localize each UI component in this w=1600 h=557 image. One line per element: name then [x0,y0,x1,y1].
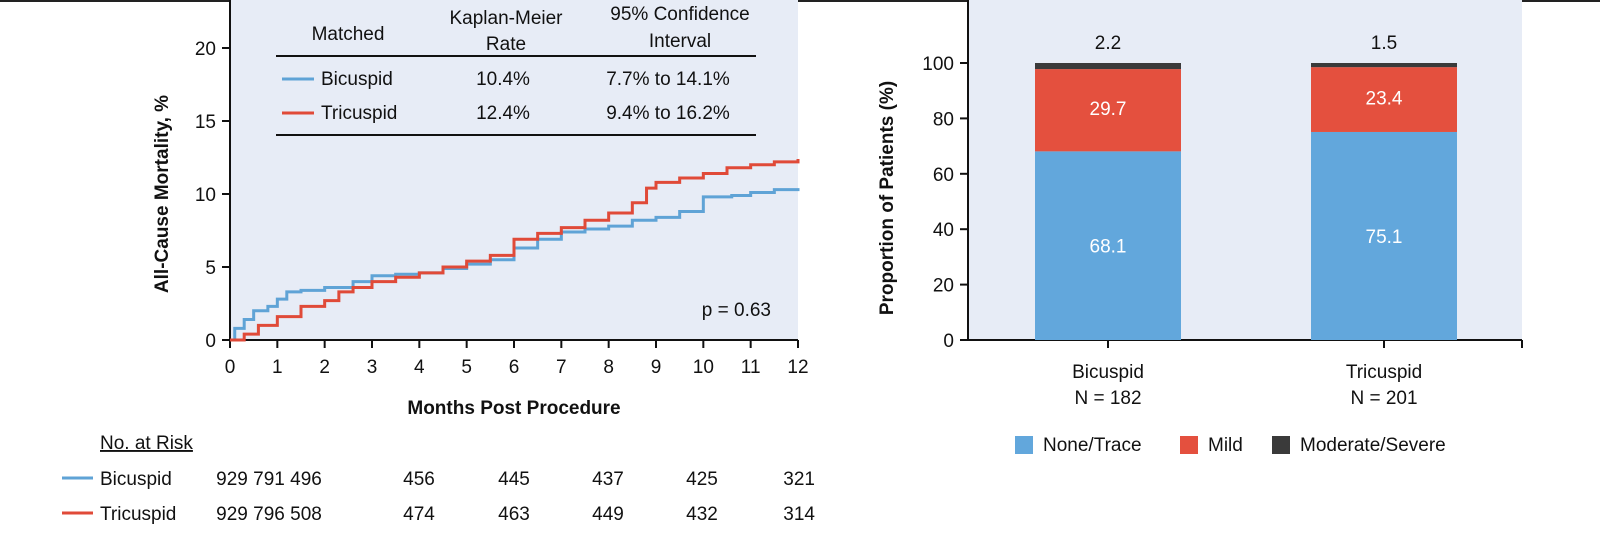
bar-bicuspid-moderate-severe [1035,63,1181,70]
bar-value-label: 29.7 [1090,99,1127,120]
risk-value: 425 [686,469,718,490]
risk-value: 321 [783,469,815,490]
legend-label: None/Trace [1043,435,1142,456]
bar-y-tick-label: 40 [933,220,954,241]
bar-y-tick-label: 80 [933,109,954,130]
km-table-row-tricuspid-label: Tricuspid [321,103,397,124]
bar-y-tick-label: 20 [933,276,954,297]
bar-category-n: N = 201 [1350,388,1417,409]
km-p-value: p = 0.63 [702,300,771,321]
km-table-header-rate-line2: Rate [486,34,526,55]
bar-tricuspid-mild [1311,67,1457,132]
km-table-row-tricuspid-rate: 12.4% [476,103,530,124]
km-x-tick-label: 5 [461,357,472,378]
bar-category-label: Tricuspid [1346,362,1422,383]
bar-y-label: Proportion of Patients (%) [877,81,898,315]
km-x-label: Months Post Procedure [407,398,620,419]
km-x-tick-label: 10 [693,357,714,378]
km-x-tick-label: 9 [651,357,662,378]
legend-swatch-moderate-severe [1272,436,1290,454]
stacked-bar-chart: 0 20 40 60 80 100 68.1 29.7 2.2 Bicuspid N = 182 7… [877,0,1523,456]
risk-row-label-bicuspid: Bicuspid [100,469,172,490]
risk-value: 496 [290,469,322,490]
risk-value: 445 [498,469,530,490]
bar-value-label: 75.1 [1366,227,1403,248]
km-line-tricuspid [230,158,800,342]
km-table-header-ci-line1: 95% Confidence [610,4,749,25]
km-x-tick-label: 0 [225,357,236,378]
km-x-tick-label: 1 [272,357,283,378]
bar-marks: 68.1 29.7 2.2 Bicuspid N = 182 75.1 23.4 1.5 Tri… [1035,33,1457,409]
km-y-tick-label: 15 [195,112,216,133]
risk-value: 929 [216,469,248,490]
bar-bicuspid-mild [1035,69,1181,152]
risk-value: 437 [592,469,624,490]
km-x-tick-label: 11 [741,357,761,378]
km-table-header-ci-line2: Interval [649,31,711,52]
km-series [230,158,800,342]
bar-value-label: 68.1 [1090,237,1127,258]
km-x-tick-label: 6 [509,357,520,378]
legend-swatch-none-trace [1015,436,1033,454]
km-y-tick-label: 5 [205,258,216,279]
bar-legend: None/Trace Mild Moderate/Severe [1015,435,1446,456]
km-y-tick-label: 10 [195,185,216,206]
km-x-tick-label: 4 [414,357,425,378]
risk-table-title: No. at Risk [100,433,193,454]
km-x-tick-label: 2 [319,357,330,378]
km-table-row-bicuspid-ci: 7.7% to 14.1% [606,69,730,90]
km-x-tick-label: 3 [367,357,378,378]
risk-value: 796 [253,504,285,525]
bar-y-tick-label: 100 [922,54,954,75]
km-y-tick-label: 20 [195,39,216,60]
km-table-row-bicuspid-rate: 10.4% [476,69,530,90]
bar-bicuspid-none-trace [1035,151,1181,340]
risk-value: 929 [216,504,248,525]
bar-tricuspid-moderate-severe [1311,63,1457,68]
bar-category-label: Bicuspid [1072,362,1144,383]
risk-value: 474 [403,504,435,525]
km-x-tick-label: 12 [787,357,808,378]
bar-y-tick-label: 0 [943,331,954,352]
bar-tricuspid-none-trace [1311,131,1457,340]
km-table-row-bicuspid-label: Bicuspid [321,69,393,90]
bar-axes: 0 20 40 60 80 100 [922,0,1523,352]
risk-value: 508 [290,504,322,525]
km-table-row-tricuspid-ci: 9.4% to 16.2% [606,103,730,124]
km-table: Matched Kaplan-Meier Rate 95% Confidence… [276,4,756,136]
bar-value-label-top: 1.5 [1371,33,1397,54]
km-x-tick-label: 7 [556,357,567,378]
risk-row-label-tricuspid: Tricuspid [100,504,176,525]
bar-value-label: 23.4 [1366,89,1403,110]
km-y-label: All-Cause Mortality, % [152,95,173,293]
km-x-tick-label: 8 [603,357,614,378]
km-y-tick-label: 0 [205,331,216,352]
legend-label: Moderate/Severe [1300,435,1446,456]
km-table-header-matched: Matched [312,24,385,45]
risk-values: 929 791 496 456 445 437 425 321 929 796 508 474 463 4… [216,469,815,525]
bar-value-label-top: 2.2 [1095,33,1121,54]
risk-value: 456 [403,469,435,490]
bar-y-tick-label: 60 [933,165,954,186]
risk-value: 791 [253,469,285,490]
risk-value: 463 [498,504,530,525]
km-table-header-rate-line1: Kaplan-Meier [450,8,564,29]
risk-value: 314 [783,504,815,525]
risk-table: No. at Risk Bicuspid Tricuspid 929 791 496… [62,433,815,525]
risk-value: 432 [686,504,718,525]
legend-swatch-mild [1180,436,1198,454]
legend-label: Mild [1208,435,1243,456]
risk-value: 449 [592,504,624,525]
bar-category-n: N = 182 [1074,388,1141,409]
